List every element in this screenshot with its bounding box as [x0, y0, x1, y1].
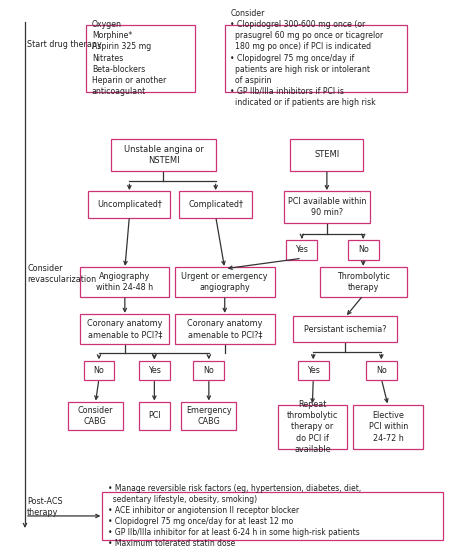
FancyBboxPatch shape — [175, 267, 275, 297]
Text: Post-ACS
therapy: Post-ACS therapy — [27, 497, 63, 517]
Text: Start drug therapy: Start drug therapy — [27, 40, 102, 49]
FancyBboxPatch shape — [139, 401, 170, 430]
Text: Repeat
thrombolytic
therapy or
do PCI if
available: Repeat thrombolytic therapy or do PCI if… — [286, 400, 338, 453]
Text: Urgent or emergency
angiography: Urgent or emergency angiography — [182, 272, 268, 292]
FancyBboxPatch shape — [291, 139, 364, 171]
Text: Angiography
within 24-48 h: Angiography within 24-48 h — [96, 272, 153, 292]
Text: Uncomplicated†: Uncomplicated† — [97, 200, 162, 209]
FancyBboxPatch shape — [298, 361, 329, 380]
Text: Coronary anatomy
amenable to PCI?‡: Coronary anatomy amenable to PCI?‡ — [187, 319, 262, 339]
FancyBboxPatch shape — [224, 24, 407, 91]
Text: PCI available within
90 min?: PCI available within 90 min? — [288, 197, 366, 217]
FancyBboxPatch shape — [293, 316, 398, 342]
FancyBboxPatch shape — [278, 405, 347, 449]
Text: Elective
PCI within
24-72 h: Elective PCI within 24-72 h — [369, 411, 408, 442]
FancyBboxPatch shape — [80, 267, 169, 297]
Text: • Manage reversible risk factors (eg, hypertension, diabetes, diet,
  sedentary : • Manage reversible risk factors (eg, hy… — [108, 484, 361, 548]
FancyBboxPatch shape — [80, 314, 169, 344]
Text: Yes: Yes — [296, 246, 308, 254]
Text: PCI: PCI — [148, 411, 161, 420]
FancyBboxPatch shape — [320, 267, 407, 297]
FancyBboxPatch shape — [348, 240, 379, 260]
Text: Consider
• Clopidogrel 300-600 mg once (or
  prasugrel 60 mg po once or ticagrel: Consider • Clopidogrel 300-600 mg once (… — [230, 9, 384, 107]
Text: Unstable angina or
NSTEMI: Unstable angina or NSTEMI — [123, 145, 203, 165]
Text: Emergency
CABG: Emergency CABG — [186, 406, 232, 426]
FancyBboxPatch shape — [139, 361, 170, 380]
Text: Complicated†: Complicated† — [188, 200, 243, 209]
FancyBboxPatch shape — [283, 191, 370, 223]
FancyBboxPatch shape — [179, 191, 252, 218]
FancyBboxPatch shape — [193, 361, 224, 380]
FancyBboxPatch shape — [175, 314, 275, 344]
Text: No: No — [358, 246, 369, 254]
FancyBboxPatch shape — [286, 240, 317, 260]
Text: Oxygen
Morphine*
Aspirin 325 mg
Nitrates
Beta-blockers
Heparin or another
antico: Oxygen Morphine* Aspirin 325 mg Nitrates… — [92, 20, 166, 96]
Text: Persistant ischemia?: Persistant ischemia? — [304, 325, 386, 333]
Text: Yes: Yes — [148, 366, 161, 375]
Text: No: No — [203, 366, 214, 375]
FancyBboxPatch shape — [88, 191, 171, 218]
Text: Yes: Yes — [307, 366, 320, 375]
Text: Consider
CABG: Consider CABG — [78, 406, 113, 426]
FancyBboxPatch shape — [366, 361, 397, 380]
Text: STEMI: STEMI — [314, 150, 340, 159]
FancyBboxPatch shape — [68, 401, 123, 430]
Text: Coronary anatomy
amenable to PCI?‡: Coronary anatomy amenable to PCI?‡ — [87, 319, 163, 339]
Text: Thrombolytic
therapy: Thrombolytic therapy — [337, 272, 390, 292]
Text: No: No — [94, 366, 104, 375]
Text: Consider
revascularization: Consider revascularization — [27, 264, 96, 284]
FancyBboxPatch shape — [102, 492, 443, 540]
Text: No: No — [376, 366, 387, 375]
FancyBboxPatch shape — [86, 24, 196, 91]
FancyBboxPatch shape — [182, 401, 237, 430]
FancyBboxPatch shape — [84, 361, 114, 380]
FancyBboxPatch shape — [353, 405, 423, 449]
FancyBboxPatch shape — [111, 139, 216, 171]
